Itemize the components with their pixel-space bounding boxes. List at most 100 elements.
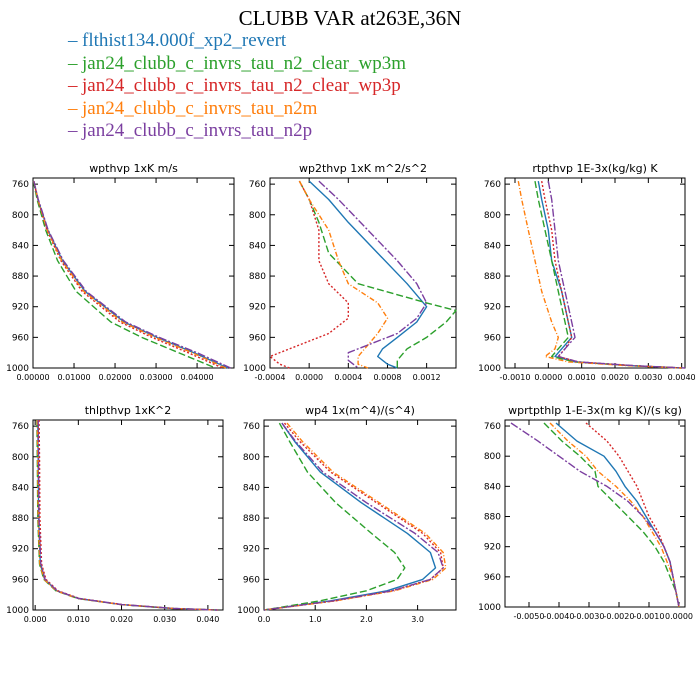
y-tick-label: 1000 (243, 364, 266, 374)
series-line (555, 422, 680, 608)
y-tick-label: 800 (484, 211, 501, 221)
y-tick-label: 880 (249, 272, 266, 282)
y-tick-label: 800 (12, 453, 29, 463)
x-tick-label: 0.0040 (668, 373, 696, 382)
y-tick-label: 920 (484, 303, 501, 313)
x-tick-label: -0.0040 (544, 612, 575, 621)
legend-dash: – (68, 30, 78, 51)
x-tick-label: 0.0008 (373, 373, 401, 382)
panel-title: wp4 1x(m^4)/(s^4) (305, 404, 415, 417)
y-tick-label: 1000 (237, 606, 260, 616)
series-line (263, 422, 406, 611)
x-tick-label: 0.0020 (601, 373, 629, 382)
plot-frame (504, 177, 686, 369)
series-line (33, 180, 223, 369)
legend-item: – flthist134.000f_xp2_revert (68, 30, 406, 53)
plot-frame (269, 177, 457, 369)
x-tick-label: 0.0004 (334, 373, 362, 382)
legend-item: – jan24_clubb_c_invrs_tau_n2_clear_wp3p (68, 75, 406, 98)
x-tick-label: 2.0 (360, 615, 373, 624)
x-tick-label: -0.0050 (514, 612, 545, 621)
series-line (36, 419, 216, 611)
y-tick-label: 920 (249, 303, 266, 313)
legend-item: – jan24_clubb_c_invrs_tau_n2p (68, 120, 406, 143)
y-tick-label: 800 (12, 211, 29, 221)
x-tick-label: 0.0012 (413, 373, 441, 382)
page-title: CLUBB VAR at263E,36N (238, 6, 462, 30)
y-tick-label: 840 (484, 482, 501, 492)
series-line (510, 422, 680, 608)
x-tick-label: 0.0000 (295, 373, 323, 382)
legend-dash: – (68, 97, 78, 119)
y-tick-label: 880 (484, 272, 501, 282)
series-line (298, 180, 389, 369)
series-line (38, 419, 218, 611)
x-tick-label: 0.04000 (181, 373, 214, 382)
legend-item: – jan24_clubb_c_invrs_tau_n2m (68, 98, 406, 121)
x-tick-label: -0.0030 (574, 612, 605, 621)
y-tick-label: 840 (484, 241, 501, 251)
y-tick-label: 1000 (478, 364, 501, 374)
series-line (585, 422, 680, 608)
series-line (37, 419, 217, 611)
legend-label: flthist134.000f_xp2_revert (82, 30, 287, 51)
x-tick-label: 0.040 (196, 615, 219, 624)
legend-item: – jan24_clubb_c_invrs_tau_n2_clear_wp3m (68, 53, 406, 76)
series-line (549, 422, 680, 608)
y-tick-label: 840 (12, 241, 29, 251)
series-line (269, 180, 349, 369)
series-line (318, 180, 428, 369)
panel-title: thlpthvp 1xK^2 (85, 404, 172, 417)
y-tick-label: 840 (12, 483, 29, 493)
y-tick-label: 800 (243, 453, 260, 463)
panel-title: wp2thvp 1xK m^2/s^2 (299, 162, 427, 175)
x-tick-label: 0.0 (258, 615, 271, 624)
y-tick-label: 760 (12, 180, 29, 190)
series-line (33, 180, 227, 369)
x-tick-label: 0.010 (67, 615, 90, 624)
panel-title: rtpthvp 1E-3x(kg/kg) K (532, 162, 658, 175)
y-tick-label: 880 (12, 272, 29, 282)
x-tick-label: -0.0010 (500, 373, 531, 382)
y-tick-label: 840 (243, 483, 260, 493)
x-tick-label: 3.0 (411, 615, 424, 624)
y-tick-label: 760 (243, 422, 260, 432)
legend-dash: – (68, 75, 78, 96)
y-tick-label: 960 (12, 575, 29, 585)
y-tick-label: 800 (484, 452, 501, 462)
x-tick-label: 0.0010 (568, 373, 596, 382)
y-tick-label: 920 (484, 543, 501, 553)
x-tick-label: 0.020 (110, 615, 133, 624)
plot-frame (263, 419, 457, 611)
x-tick-label: 0.01000 (57, 373, 90, 382)
y-tick-label: 920 (12, 303, 29, 313)
y-tick-label: 920 (12, 545, 29, 555)
panel-title: wprtpthlp 1-E-3x(m kg K)/(s kg) (508, 404, 682, 417)
plot-frame (504, 419, 686, 608)
y-tick-label: 880 (12, 514, 29, 524)
series-line (308, 180, 428, 369)
series-line (298, 180, 457, 368)
x-tick-label: 0.0030 (634, 373, 662, 382)
legend: – flthist134.000f_xp2_revert – jan24_clubb… (68, 30, 406, 143)
series-line (36, 419, 217, 611)
x-tick-label: 0.02000 (98, 373, 131, 382)
series-line (263, 422, 444, 611)
y-tick-label: 880 (243, 514, 260, 524)
x-tick-label: 0.03000 (140, 373, 173, 382)
y-tick-label: 1000 (6, 364, 29, 374)
x-tick-label: 0.0000 (665, 612, 693, 621)
y-tick-label: 840 (249, 241, 266, 251)
x-tick-label: -0.0004 (255, 373, 286, 382)
series-line (37, 419, 218, 611)
y-tick-label: 800 (249, 211, 266, 221)
series-line (534, 180, 682, 369)
panel-title: wpthvp 1xK m/s (89, 162, 178, 175)
x-tick-label: -0.0020 (604, 612, 635, 621)
series-line (547, 180, 686, 369)
x-tick-label: 1.0 (309, 615, 322, 624)
legend-label: jan24_clubb_c_invrs_tau_n2p (82, 120, 313, 141)
y-tick-label: 760 (484, 422, 501, 432)
y-tick-label: 1000 (6, 606, 29, 616)
